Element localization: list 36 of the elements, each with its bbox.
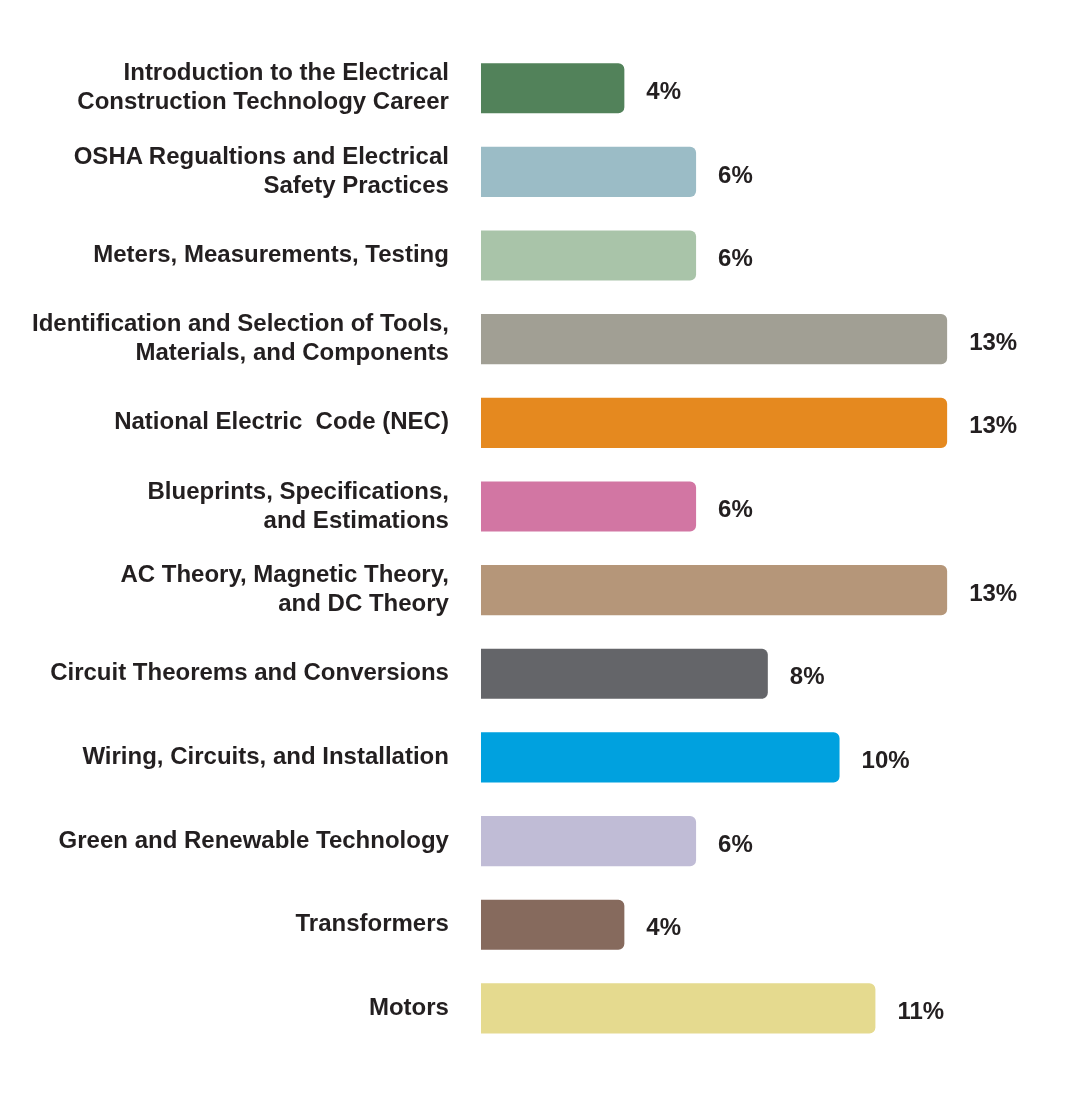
bar bbox=[480, 481, 697, 532]
y-tick-label: AC Theory, Magnetic Theory, and DC Theory bbox=[120, 560, 450, 617]
data-label: 13% bbox=[969, 327, 1018, 355]
bar bbox=[480, 314, 948, 365]
data-label: 13% bbox=[969, 411, 1018, 439]
y-tick-label: Transformers bbox=[295, 909, 449, 937]
bar bbox=[480, 230, 697, 281]
bar bbox=[480, 648, 768, 699]
bar bbox=[480, 63, 625, 114]
y-tick-label: National Electric Code (NEC) bbox=[114, 407, 449, 435]
bar bbox=[480, 899, 625, 950]
data-label: 11% bbox=[897, 997, 945, 1024]
data-label: 4% bbox=[646, 913, 682, 941]
y-tick-label: Identification and Selection of Tools, Materials, and Components bbox=[32, 309, 449, 366]
y-tick-label: Motors bbox=[368, 993, 449, 1020]
data-label: 10% bbox=[861, 746, 910, 774]
y-tick-label: Wiring, Circuits, and Installation bbox=[82, 742, 449, 770]
y-tick-label: Circuit Theorems and Conversions bbox=[50, 658, 449, 686]
data-label: 6% bbox=[718, 244, 753, 272]
bar bbox=[480, 146, 697, 197]
data-label: 8% bbox=[789, 662, 825, 690]
data-label: 6% bbox=[718, 495, 753, 523]
y-tick-label: Blueprints, Specifications, and Estimations bbox=[147, 476, 449, 533]
bar bbox=[480, 565, 948, 616]
y-tick-label: OSHA Regualtions and Electrical Safety Practices bbox=[73, 142, 449, 198]
bar bbox=[480, 397, 948, 448]
bar bbox=[480, 815, 697, 867]
y-tick-label: Introduction to the Electrical Construction Technology Career bbox=[77, 58, 449, 115]
bar bbox=[480, 983, 876, 1034]
data-label: 4% bbox=[646, 76, 682, 104]
y-tick-label: Meters, Measurements, Testing bbox=[93, 240, 449, 268]
data-label: 6% bbox=[718, 829, 753, 857]
y-tick-label: Green and Renewable Technology bbox=[58, 825, 450, 853]
data-label: 13% bbox=[969, 578, 1018, 606]
data-label: 6% bbox=[718, 160, 753, 188]
bar bbox=[480, 732, 840, 783]
